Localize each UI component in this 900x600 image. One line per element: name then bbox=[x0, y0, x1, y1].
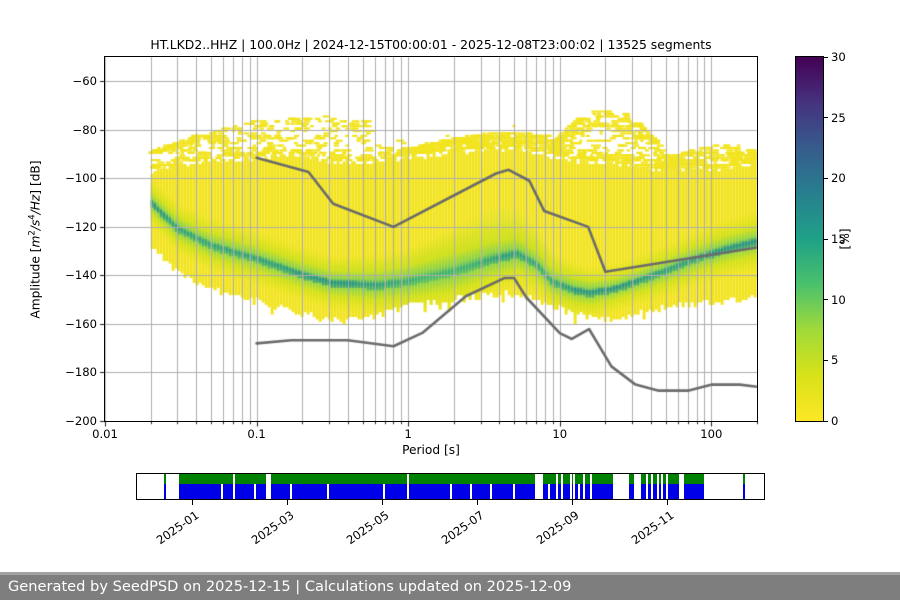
y-axis-label-math: m bbox=[28, 235, 43, 248]
timeline-gap-blue bbox=[577, 484, 580, 499]
timeline-gap bbox=[407, 474, 410, 499]
timeline-blue-segment bbox=[629, 484, 635, 499]
x-tick-label: 100 bbox=[700, 427, 723, 441]
y-tick-label: −120 bbox=[65, 219, 97, 234]
timeline-gap bbox=[555, 474, 558, 499]
timeline-gap-blue bbox=[449, 484, 452, 499]
footer-bar: Generated by SeedPSD on 2025-12-15 | Cal… bbox=[0, 572, 900, 600]
colorbar-tick bbox=[824, 177, 828, 179]
timeline-date-label: 2025-11 bbox=[629, 508, 677, 548]
x-tick-label: 1 bbox=[404, 427, 412, 441]
plot-axes-border bbox=[104, 56, 758, 422]
timeline-date-label: 2025-07 bbox=[439, 508, 487, 548]
y-tick-label: −160 bbox=[65, 316, 97, 331]
colorbar-tick-label: 10 bbox=[831, 292, 846, 307]
timeline-green-segment bbox=[641, 474, 680, 484]
timeline-gap-blue bbox=[253, 484, 256, 499]
timeline-date-label: 2025-05 bbox=[344, 508, 392, 548]
colorbar bbox=[795, 56, 824, 422]
colorbar-tick-label: 0 bbox=[831, 414, 839, 428]
timeline-gap-blue bbox=[512, 484, 515, 499]
x-axis-label: Period [s] bbox=[402, 443, 460, 457]
y-axis-label-math: Hz bbox=[28, 194, 43, 211]
colorbar-label: [%] bbox=[838, 228, 852, 250]
timeline-blue-segment bbox=[743, 484, 746, 499]
timeline-gap bbox=[661, 474, 664, 499]
y-tick-label: −100 bbox=[65, 171, 97, 186]
timeline-gap-blue bbox=[383, 484, 386, 499]
timeline-blue-segment bbox=[684, 484, 705, 499]
timeline-gap-blue bbox=[290, 484, 293, 499]
timeline-green-segment bbox=[163, 474, 166, 484]
timeline-gap bbox=[573, 474, 576, 499]
timeline-gap-blue bbox=[547, 484, 550, 499]
timeline-gap-blue bbox=[220, 484, 223, 499]
timeline-tick bbox=[666, 500, 668, 505]
timeline-date-label: 2025-03 bbox=[249, 508, 297, 548]
timeline-tick bbox=[381, 500, 383, 505]
y-axis-label-text: Amplitude [ bbox=[28, 247, 43, 319]
timeline-gap bbox=[589, 474, 592, 499]
timeline-tick bbox=[191, 500, 193, 505]
timeline-gap bbox=[646, 474, 649, 499]
timeline-blue-segment bbox=[641, 484, 680, 499]
y-tick-label: −80 bbox=[72, 122, 97, 137]
timeline-date-label: 2025-01 bbox=[154, 508, 202, 548]
timeline-blue-segment bbox=[542, 484, 613, 499]
timeline-green-segment bbox=[178, 474, 266, 484]
y-axis-label-math: / bbox=[28, 210, 43, 215]
timeline-gap-blue bbox=[469, 484, 472, 499]
x-tick-label: 0.1 bbox=[247, 427, 266, 441]
colorbar-tick bbox=[824, 420, 828, 422]
y-tick-label: −140 bbox=[65, 268, 97, 283]
timeline-tick bbox=[476, 500, 478, 505]
timeline-green-segment bbox=[629, 474, 635, 484]
colorbar-tick bbox=[824, 238, 828, 240]
x-tick-label: 0.01 bbox=[92, 427, 118, 441]
colorbar-tick-label: 5 bbox=[831, 353, 839, 368]
timeline-gap bbox=[561, 474, 564, 499]
colorbar-tick bbox=[824, 299, 828, 301]
timeline-tick bbox=[571, 500, 573, 505]
timeline-green-segment bbox=[270, 474, 535, 484]
timeline-gap bbox=[657, 474, 660, 499]
timeline-blue-segment bbox=[270, 484, 535, 499]
timeline-date-label: 2025-09 bbox=[534, 508, 582, 548]
timeline-gap-blue bbox=[327, 484, 330, 499]
ppsd-heatmap-canvas bbox=[95, 50, 775, 440]
timeline-gap bbox=[665, 474, 668, 499]
colorbar-tick-label: 15 bbox=[831, 232, 846, 246]
colorbar-tick bbox=[824, 117, 828, 119]
y-tick-label: −60 bbox=[72, 74, 97, 89]
y-axis-label-sup: 2 bbox=[27, 230, 38, 236]
y-tick-label: −180 bbox=[65, 365, 97, 380]
x-tick-label: 10 bbox=[552, 427, 568, 441]
timeline-blue-segment bbox=[163, 484, 166, 499]
timeline-green-segment bbox=[684, 474, 705, 484]
colorbar-tick bbox=[824, 56, 828, 58]
timeline-gap bbox=[651, 474, 654, 499]
colorbar-tick bbox=[824, 359, 828, 361]
timeline-green-segment bbox=[542, 474, 613, 484]
colorbar-tick-label: 30 bbox=[831, 50, 846, 64]
availability-timeline bbox=[136, 473, 765, 500]
timeline-tick bbox=[286, 500, 288, 505]
timeline-green-segment bbox=[743, 474, 746, 484]
timeline-gap bbox=[232, 474, 235, 499]
y-tick-label: −200 bbox=[65, 414, 97, 428]
timeline-gap bbox=[583, 474, 586, 499]
plot-title: HT.LKD2..HHZ | 100.0Hz | 2024-12-15T00:0… bbox=[150, 37, 712, 52]
timeline-gap-blue bbox=[489, 484, 492, 499]
colorbar-tick-label: 20 bbox=[831, 171, 846, 186]
timeline-gap bbox=[569, 474, 572, 499]
footer-text: Generated by SeedPSD on 2025-12-15 | Cal… bbox=[8, 578, 572, 595]
colorbar-tick-label: 25 bbox=[831, 110, 846, 125]
y-axis-label-sup: 4 bbox=[27, 214, 38, 220]
